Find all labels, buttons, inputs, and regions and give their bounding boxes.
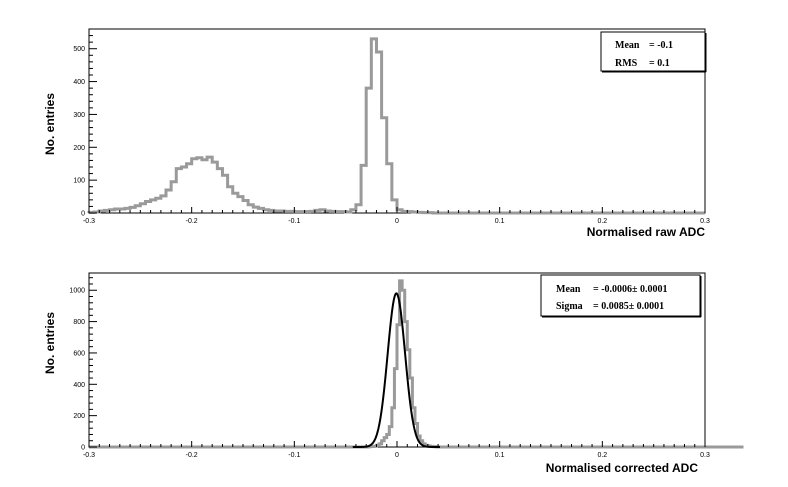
top-stats-box: Mean = -0.1 RMS = 0.1	[600, 31, 707, 73]
top-y-tick-label: 0	[81, 211, 85, 218]
bottom-stats-sigma-value: = 0.0085± 0.0001	[593, 301, 664, 312]
bottom-x-tick-label: 0	[395, 452, 399, 459]
top-x-tick-label: 0.1	[495, 218, 505, 225]
bottom-x-tick-label: -0.1	[288, 452, 300, 459]
bottom-x-axis-title: Normalised corrected ADC	[546, 461, 699, 475]
bottom-x-axis: -0.3 -0.2 -0.1 0 0.1 0.2 0.3	[83, 441, 710, 459]
bottom-y-tick-label: 0	[81, 445, 85, 452]
top-x-tick-label: -0.2	[186, 218, 198, 225]
top-x-axis: -0.3 -0.2 -0.1 0 0.1 0.2 0.3	[83, 207, 710, 225]
bottom-y-tick-label: 1000	[69, 288, 85, 295]
bottom-stats-mean-label: Mean	[556, 284, 581, 295]
bottom-x-tick-label: -0.3	[83, 452, 95, 459]
top-y-axis-title: No. entries	[43, 93, 57, 155]
top-histogram-line	[87, 37, 705, 215]
top-y-tick-label: 100	[73, 178, 85, 185]
bottom-stats-sigma-label: Sigma	[556, 301, 583, 312]
bottom-y-tick-label: 400	[73, 382, 85, 389]
top-y-tick-label: 200	[73, 145, 85, 152]
bottom-y-axis: 0 200 400 600 800 1000	[69, 277, 97, 452]
top-x-tick-label: -0.3	[83, 218, 95, 225]
top-stats-mean-label: Mean	[615, 40, 640, 51]
top-x-axis-title: Normalised raw ADC	[587, 225, 706, 239]
bottom-x-tick-label: 0.2	[597, 452, 607, 459]
top-histogram-series	[87, 37, 705, 215]
top-y-axis: 0 100 200 300 400 500	[73, 28, 97, 218]
bottom-y-tick-label: 600	[73, 350, 85, 357]
bottom-y-tick-label: 800	[73, 319, 85, 326]
bottom-stats-box-frame	[540, 274, 701, 317]
top-x-tick-label: 0.2	[597, 218, 607, 225]
bottom-y-axis-title: No. entries	[43, 312, 57, 374]
top-stats-rms-value: = 0.1	[649, 58, 670, 69]
top-stats-rms-label: RMS	[615, 58, 638, 69]
bottom-stats-box: Mean = -0.0006± 0.0001 Sigma = 0.0085± 0…	[540, 274, 702, 318]
bottom-histogram-panel: -0.3 -0.2 -0.1 0 0.1 0.2 0.3 0 200 400 600 800 1000…	[43, 272, 744, 475]
top-y-tick-label: 300	[73, 112, 85, 119]
bottom-y-tick-label: 200	[73, 413, 85, 420]
bottom-stats-mean-value: = -0.0006± 0.0001	[593, 284, 668, 295]
top-histogram-panel: -0.3 -0.2 -0.1 0 0.1 0.2 0.3 0100200300400500 …	[43, 28, 710, 239]
bottom-x-tick-label: 0.1	[495, 452, 505, 459]
top-stats-mean-value: = -0.1	[649, 40, 673, 51]
top-y-tick-label: 400	[73, 79, 85, 86]
top-y-tick-label: 500	[73, 46, 85, 53]
top-x-tick-label: 0	[395, 218, 399, 225]
bottom-x-tick-label: 0.3	[700, 452, 710, 459]
bottom-x-tick-label: -0.2	[186, 452, 198, 459]
top-stats-box-frame	[600, 31, 706, 72]
top-x-tick-label: -0.1	[288, 218, 300, 225]
bottom-fit-curve	[352, 292, 441, 448]
top-x-tick-label: 0.3	[700, 218, 710, 225]
bottom-gaussian-fit	[352, 292, 441, 448]
